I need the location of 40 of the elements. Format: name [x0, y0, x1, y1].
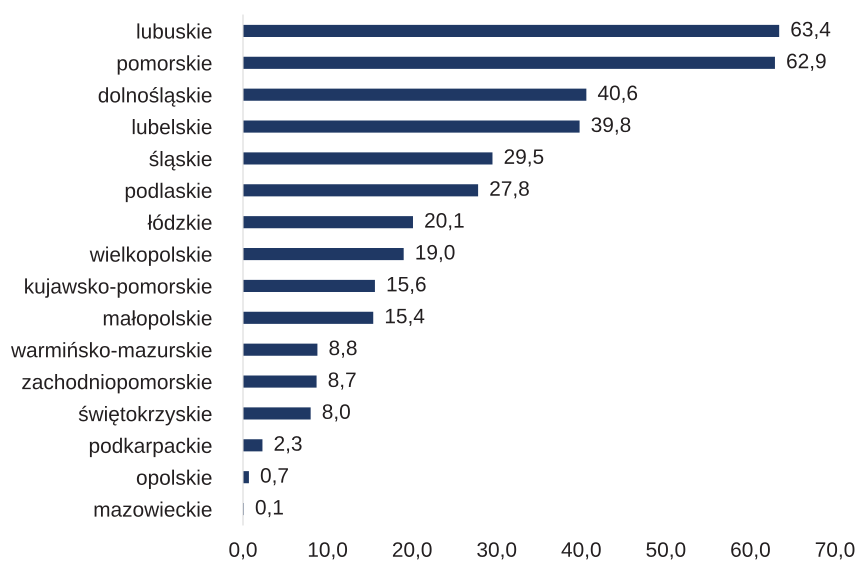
- data-label: 2,3: [274, 436, 302, 454]
- data-label: 8,0: [322, 404, 350, 422]
- y-tick-label: pomorskie: [118, 55, 212, 75]
- y-tick-label: podkarpackie: [90, 438, 212, 458]
- x-tick-label: 70,0: [816, 542, 854, 560]
- data-label: 27,8: [490, 181, 529, 198]
- y-tick-label: wielkopolskie: [90, 246, 212, 266]
- y-tick-label: lubuskie: [137, 23, 212, 39]
- data-label: 63,4: [791, 22, 830, 39]
- data-label: 19,0: [416, 244, 455, 262]
- y-tick-label: dolnośląskie: [98, 87, 212, 107]
- x-tick-label: 40,0: [561, 542, 601, 560]
- x-tick-label: 50,0: [646, 542, 686, 560]
- y-tick-label: mazowieckie: [94, 502, 212, 517]
- data-label: 8,7: [328, 372, 356, 390]
- y-tick-label: podlaskie: [126, 182, 212, 202]
- data-label: 8,8: [329, 340, 357, 358]
- data-label: 40,6: [598, 86, 638, 103]
- data-label: 29,5: [504, 149, 544, 166]
- data-label: 20,1: [425, 213, 464, 230]
- x-tick-label: 20,0: [392, 542, 432, 560]
- data-label: 0,7: [260, 468, 288, 486]
- x-tick-label: 60,0: [731, 542, 770, 560]
- x-tick-label: 10,0: [308, 542, 348, 560]
- x-tick-label: 30,0: [477, 542, 516, 560]
- y-tick-label: lubelskie: [132, 119, 212, 134]
- y-tick-label: warmińsko-mazurskie: [11, 342, 212, 358]
- y-tick-label: śląskie: [149, 150, 212, 170]
- y-tick-label: opolskie: [136, 470, 212, 490]
- x-tick-label: 0,0: [229, 542, 257, 560]
- y-tick-label: kujawsko-pomorskie: [25, 278, 212, 298]
- data-label: 15,4: [386, 308, 424, 326]
- data-label: 15,6: [388, 276, 426, 294]
- data-label: 39,8: [592, 117, 630, 135]
- y-tick-label: zachodniopomorskie: [22, 374, 212, 394]
- y-tick-label: łódzkie: [148, 214, 212, 230]
- y-tick-label: małopolskie: [104, 310, 212, 330]
- y-tick-label: świętokrzyskie: [78, 406, 212, 426]
- data-label: 0,1: [256, 500, 283, 518]
- data-label: 62,9: [787, 54, 826, 71]
